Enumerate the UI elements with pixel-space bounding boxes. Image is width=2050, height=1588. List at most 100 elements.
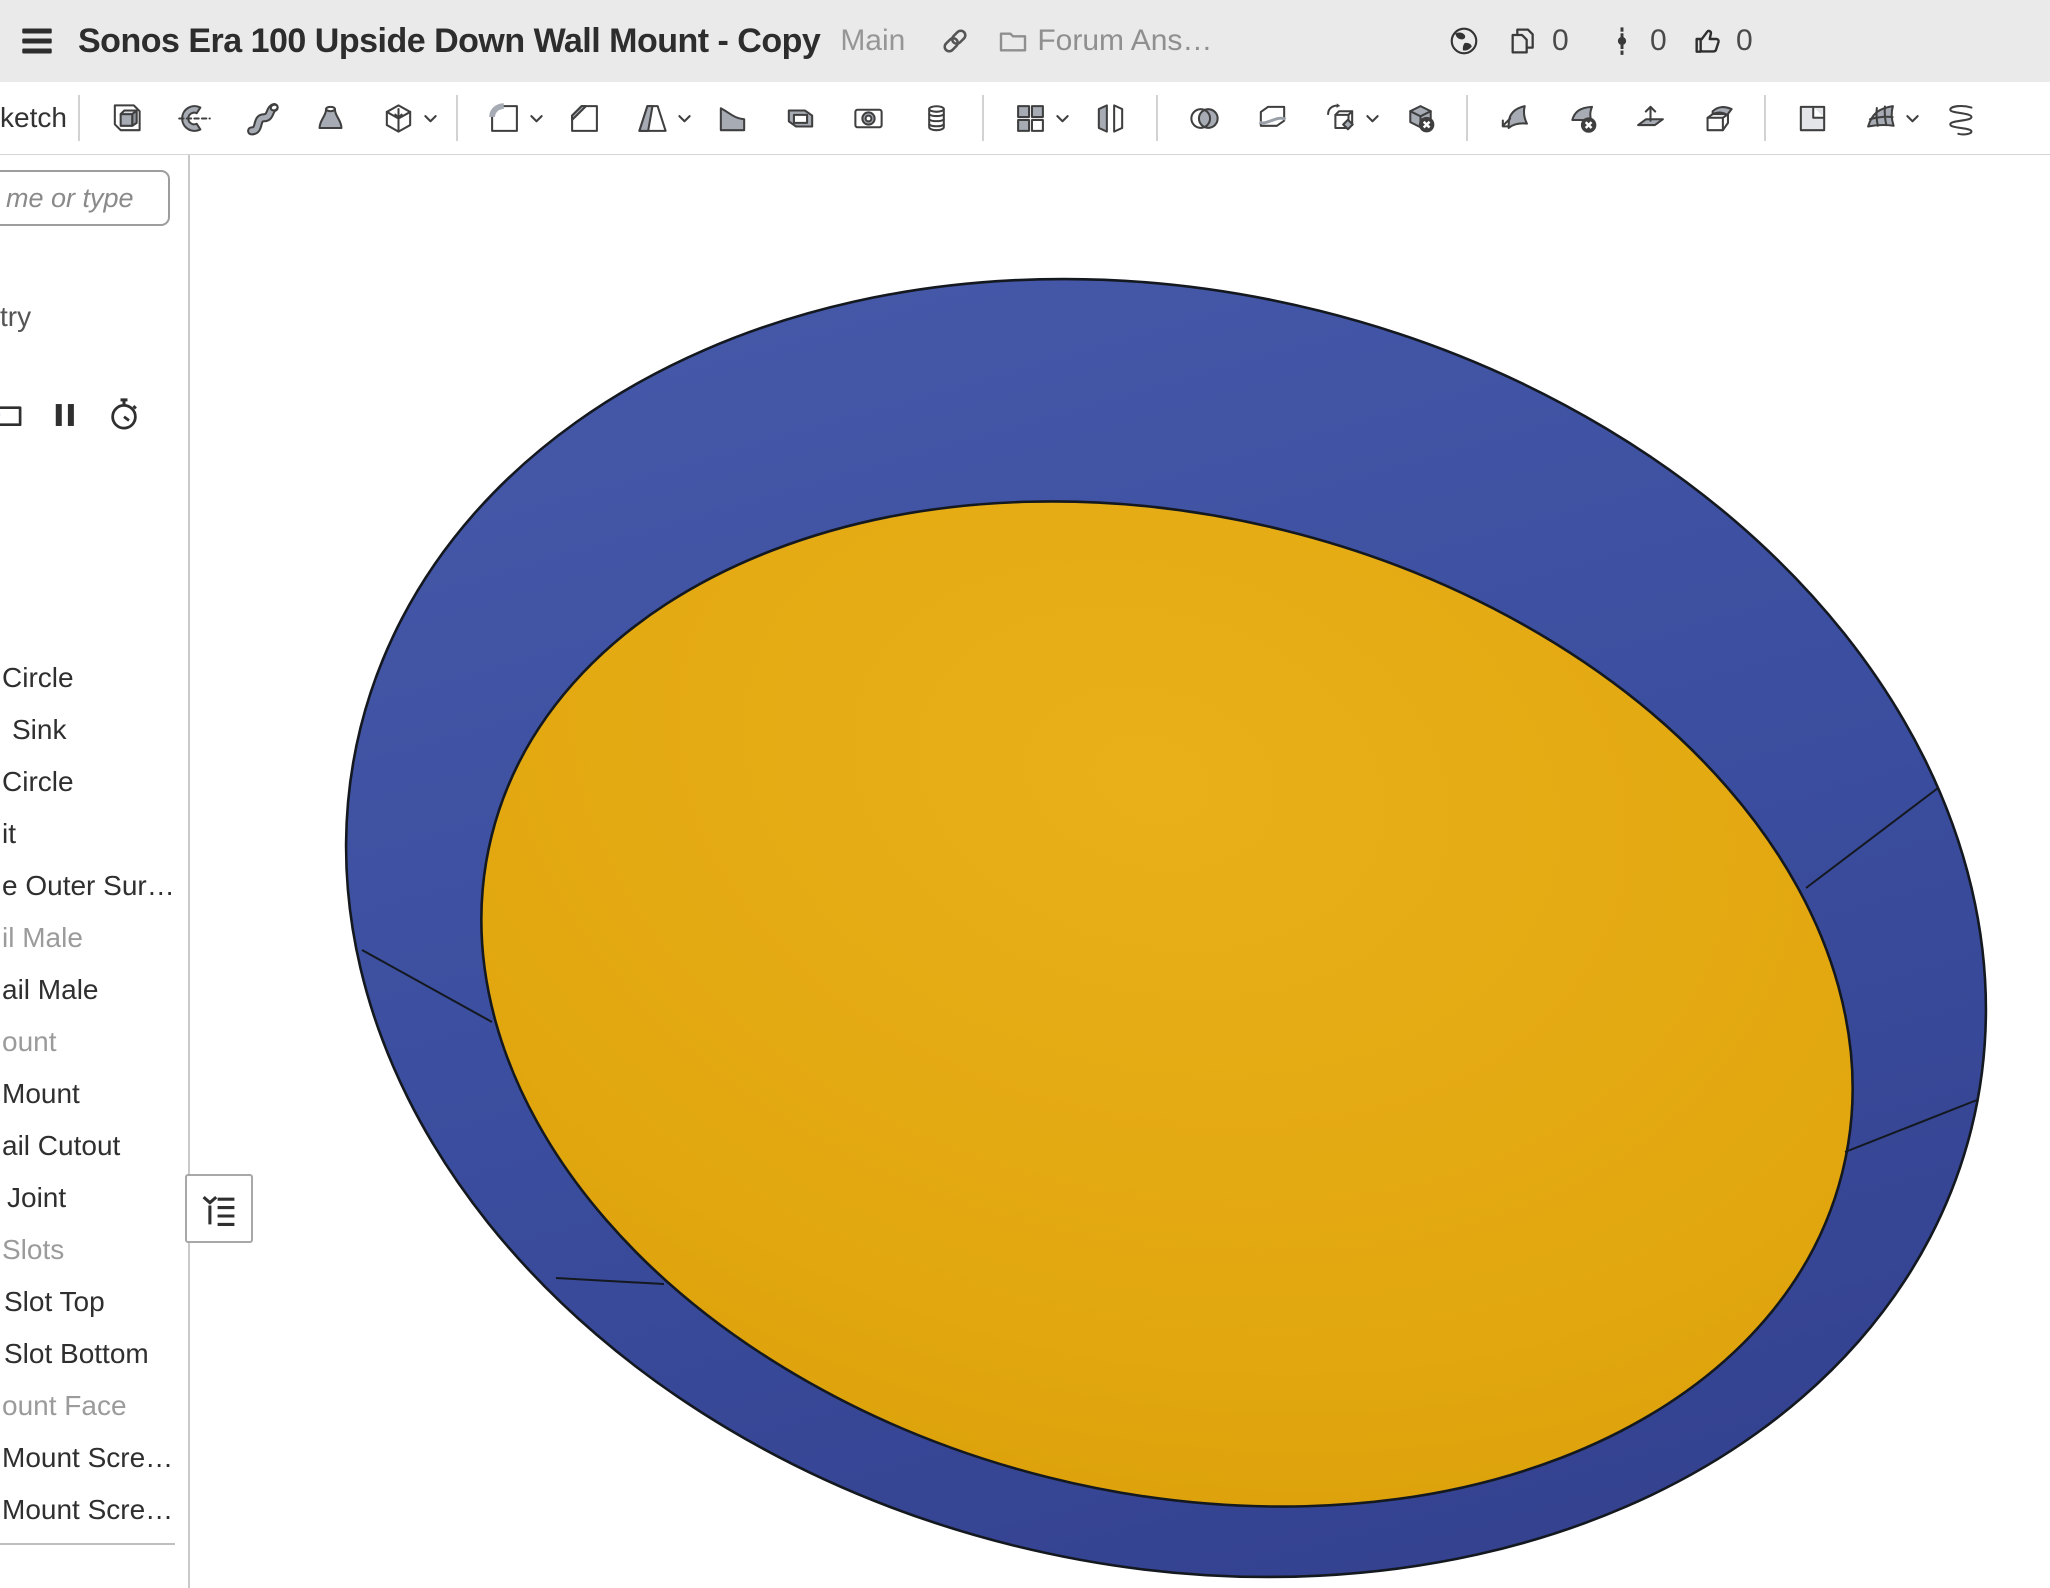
feature-filter-input[interactable] [0, 170, 170, 226]
revolve-icon [177, 101, 212, 136]
boolean-icon [1187, 101, 1222, 136]
hole-icon [851, 101, 886, 136]
draft-dropdown-button[interactable] [674, 90, 694, 146]
chevron-down-icon [675, 109, 694, 128]
share-link-button[interactable] [939, 25, 971, 57]
linear-pattern-tool-button[interactable] [1007, 90, 1053, 146]
offset-surface-tool-button[interactable] [1627, 90, 1673, 146]
fillet-dropdown-button[interactable] [526, 90, 546, 146]
feature-item[interactable]: Mount Scre… [2, 1442, 174, 1473]
tree-section-label: try [0, 301, 32, 332]
plane-icon [1795, 101, 1830, 136]
feature-item[interactable]: it [2, 818, 16, 849]
regeneration-time-button[interactable] [106, 396, 142, 435]
boolean-tool-button[interactable] [1181, 90, 1227, 146]
surface-dropdown-button[interactable] [1902, 90, 1922, 146]
feature-list-icon [198, 1188, 240, 1230]
top-bar: Sonos Era 100 Upside Down Wall Mount - C… [0, 0, 2050, 82]
split-icon [1255, 101, 1290, 136]
panel-border [188, 154, 190, 1588]
folder-button[interactable] [997, 25, 1029, 57]
versions-button[interactable] [1606, 25, 1638, 57]
shell-tool-button[interactable] [777, 90, 823, 146]
transform-dropdown-button[interactable] [1362, 90, 1382, 146]
sweep-tool-button[interactable] [239, 90, 285, 146]
feature-item[interactable]: Circle [2, 766, 74, 797]
feature-item[interactable]: e Outer Sur… [2, 870, 175, 901]
feature-item[interactable]: Slot Bottom [4, 1338, 149, 1369]
feature-item[interactable]: Mount [2, 1078, 80, 1109]
like-button[interactable] [1692, 25, 1724, 57]
feature-item[interactable]: ail Male [2, 974, 99, 1005]
feature-item[interactable]: Circle [2, 662, 74, 693]
move-face-icon [1497, 101, 1532, 136]
transform-icon [1323, 101, 1358, 136]
hole-tool-button[interactable] [845, 90, 891, 146]
link-icon [939, 25, 971, 57]
delete-face-tool-button[interactable] [1559, 90, 1605, 146]
suppress-rollback-button[interactable] [50, 400, 80, 433]
replace-face-icon [1701, 101, 1736, 136]
toolbar-items [66, 82, 1994, 154]
feature-item[interactable]: il Male [2, 922, 83, 953]
chevron-down-icon [1903, 109, 1922, 128]
feature-item[interactable]: ail Cutout [2, 1130, 121, 1161]
thicken-tool-button[interactable] [375, 90, 421, 146]
folder-name[interactable]: Forum Ans… [1037, 24, 1213, 57]
main-menu-button[interactable] [20, 24, 54, 58]
surface-tool-button[interactable] [1857, 90, 1903, 146]
chamfer-tool-button[interactable] [561, 90, 607, 146]
revolve-tool-button[interactable] [171, 90, 217, 146]
rib-tool-button[interactable] [709, 90, 755, 146]
delete-part-icon [1403, 101, 1438, 136]
document-title[interactable]: Sonos Era 100 Upside Down Wall Mount - C… [78, 21, 821, 60]
loft-tool-button[interactable] [307, 90, 353, 146]
thread-icon [919, 101, 954, 136]
chevron-down-icon [527, 109, 546, 128]
workspace-label[interactable]: Main [840, 24, 906, 57]
feature-item[interactable]: ount [2, 1026, 57, 1057]
replace-face-tool-button[interactable] [1695, 90, 1741, 146]
extrude-tool-button[interactable] [103, 90, 149, 146]
delete-face-icon [1565, 101, 1600, 136]
loft-icon [313, 101, 348, 136]
linear-pattern-dropdown-button[interactable] [1052, 90, 1072, 146]
thread-tool-button[interactable] [913, 90, 959, 146]
feature-item[interactable]: Joint [7, 1182, 67, 1213]
sketch-button[interactable]: ketch [0, 102, 67, 133]
feature-item[interactable]: Sink [12, 714, 67, 745]
new-folder-button[interactable] [0, 399, 28, 434]
copy-icon [1506, 24, 1538, 58]
extrude-icon [109, 101, 144, 136]
feature-item[interactable]: Mount Scre… [2, 1494, 174, 1525]
helix-tool-button[interactable] [1937, 90, 1983, 146]
feature-list: Circle Sink Circle it e Outer Sur… il Male ail… [0, 652, 182, 1536]
transform-tool-button[interactable] [1317, 90, 1363, 146]
mirror-tool-button[interactable] [1087, 90, 1133, 146]
copies-button[interactable] [1506, 25, 1538, 57]
feature-item[interactable]: ount Face [2, 1390, 127, 1421]
public-document-button[interactable] [1448, 25, 1480, 57]
move-face-tool-button[interactable] [1491, 90, 1537, 146]
fillet-tool-button[interactable] [481, 90, 527, 146]
mount-inner-face[interactable] [374, 362, 1961, 1588]
split-tool-button[interactable] [1249, 90, 1295, 146]
feature-tree-panel: try Circle Sink Circle it e Outer Sur… il Mal… [0, 154, 188, 1588]
plane-tool-button[interactable] [1789, 90, 1835, 146]
thicken-dropdown-button[interactable] [420, 90, 440, 146]
list-divider [0, 1543, 175, 1545]
delete-part-tool-button[interactable] [1397, 90, 1443, 146]
feature-list-toggle-button[interactable] [185, 1174, 253, 1243]
feature-item[interactable]: Slot Top [4, 1286, 105, 1317]
toolbar-separator [1156, 95, 1158, 141]
shell-icon [783, 101, 818, 136]
chamfer-icon [567, 101, 602, 136]
sweep-icon [245, 101, 280, 136]
3d-viewport[interactable] [188, 154, 2050, 1588]
likes-count: 0 [1736, 24, 1753, 57]
draft-tool-button[interactable] [629, 90, 675, 146]
feature-item[interactable]: Slots [2, 1234, 65, 1265]
chevron-down-icon [1363, 109, 1382, 128]
folder-blue-icon [0, 399, 28, 431]
